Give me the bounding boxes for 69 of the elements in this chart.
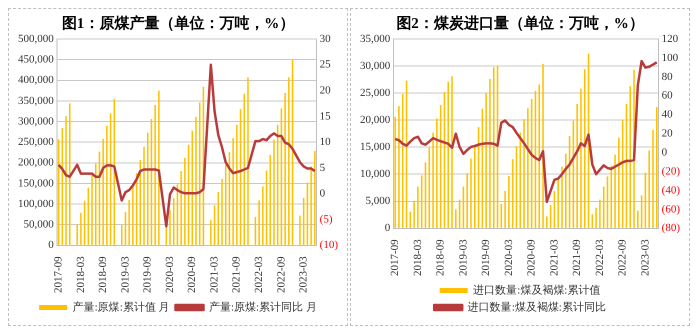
x-tick-label: 2023-03: [639, 238, 652, 276]
y2-tick-label: 20: [320, 84, 332, 96]
y2-tick-label: 40: [662, 108, 674, 121]
y2-tick-label: 20: [662, 128, 674, 140]
y2-tick-label: 100: [662, 52, 679, 64]
y2-tick-label: (40): [662, 184, 680, 196]
y2-tick-label: 15: [320, 110, 332, 122]
y-tick-label: 35,000: [360, 32, 391, 45]
x-tick-label: 2020-09: [526, 238, 538, 276]
x-tick-label: 2022-09: [616, 238, 629, 276]
y-tick-label: 250,000: [18, 136, 54, 148]
y2-tick-label: 5: [320, 162, 326, 174]
y2-tick-label: (5): [320, 213, 333, 226]
y2-tick-label: (60): [662, 203, 680, 216]
y2-tick-label: 30: [320, 32, 332, 45]
x-tick-label: 2018-09: [434, 238, 447, 276]
y-tick-label: 30,000: [360, 60, 391, 72]
x-tick-label: 2020-03: [164, 256, 176, 294]
y-tick-label: 25,000: [360, 86, 391, 99]
y2-tick-label: (20): [662, 165, 680, 178]
x-tick-label: 2020-09: [186, 256, 198, 294]
y-tick-label: 100,000: [18, 198, 54, 210]
y-tick-label: 20,000: [360, 114, 391, 126]
y-tick-label: 50,000: [24, 218, 54, 231]
legend-label: 进口数量:煤及褐煤:累计同比: [468, 300, 606, 314]
x-tick-label: 2018-03: [412, 238, 424, 276]
y-tick-label: 500,000: [18, 32, 54, 45]
x-tick-label: 2019-09: [142, 256, 154, 294]
y2-tick-label: 0: [320, 188, 326, 200]
y-tick-label: 150,000: [18, 177, 54, 190]
x-tick-label: 2022-03: [253, 256, 266, 294]
x-tick-label: 2021-09: [230, 256, 243, 294]
x-tick-label: 2022-09: [275, 256, 288, 294]
y-tick-label: 5,000: [366, 195, 391, 208]
x-tick-label: 2020-03: [502, 238, 515, 276]
y2-tick-label: (80): [662, 222, 680, 234]
x-tick-label: 2022-03: [594, 238, 606, 276]
y-tick-label: 0: [384, 222, 391, 234]
y-tick-label: 200,000: [18, 156, 54, 169]
x-tick-label: 2018-09: [97, 256, 110, 294]
y-tick-label: 450,000: [18, 54, 54, 66]
y-tick-label: 350,000: [18, 94, 54, 107]
x-tick-label: 2018-03: [74, 256, 87, 294]
y2-tick-label: 60: [662, 90, 674, 102]
chart-title: 图1：原煤产量（单位：万吨，%）: [62, 14, 294, 32]
x-tick-label: 2019-03: [119, 256, 132, 294]
y2-tick-label: (10): [320, 239, 338, 252]
legend-label: 产量:原煤:累计值 月: [72, 300, 170, 314]
x-tick-label: 2023-03: [298, 256, 310, 294]
legend-label: 进口数量:煤及褐煤:累计值: [473, 283, 600, 296]
y-tick-label: 15,000: [360, 141, 391, 154]
y-tick-label: 400,000: [18, 74, 54, 86]
x-tick-label: 2021-09: [571, 238, 584, 276]
x-tick-label: 2019-09: [480, 238, 492, 276]
chart-title: 图2：煤炭进口量（单位：万吨，%）: [396, 14, 644, 32]
x-tick-label: 2017-09: [52, 256, 64, 294]
y2-tick-label: 80: [662, 70, 674, 83]
x-tick-label: 2017-09: [389, 238, 402, 276]
y-tick-label: 300,000: [18, 115, 54, 128]
y2-tick-label: 0: [662, 146, 668, 158]
y-tick-label: 10,000: [360, 168, 391, 180]
y2-tick-label: 25: [320, 58, 332, 71]
y-tick-label: 0: [48, 239, 54, 252]
x-tick-label: 2019-03: [457, 238, 470, 276]
y2-tick-label: 120: [662, 32, 679, 45]
x-tick-label: 2021-03: [208, 256, 220, 294]
x-tick-label: 2021-03: [548, 238, 560, 276]
y2-tick-label: 10: [320, 136, 332, 148]
legend-label: 产量:原煤:累计同比 月: [209, 300, 317, 314]
